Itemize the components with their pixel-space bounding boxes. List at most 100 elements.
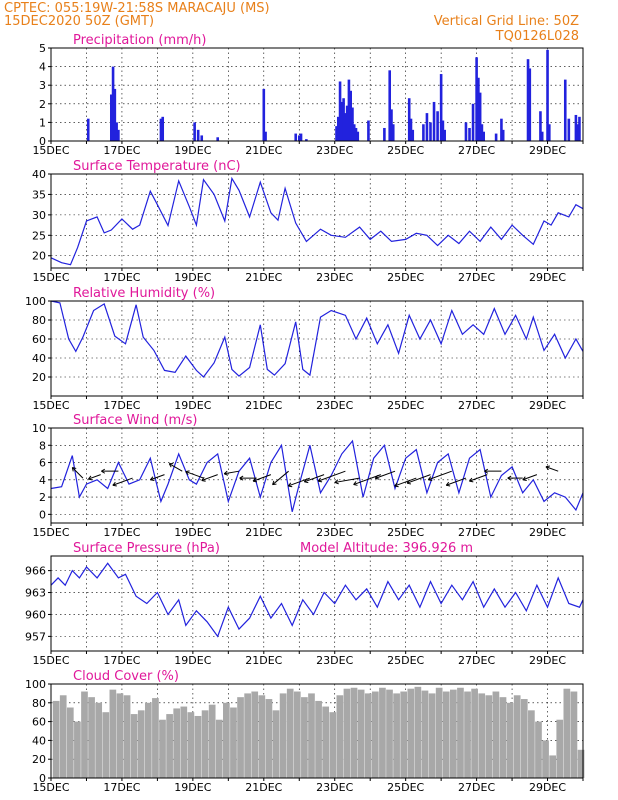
data-bar — [345, 105, 349, 141]
data-bar — [161, 116, 165, 141]
data-bar — [411, 129, 415, 141]
y-tick-label: 30 — [32, 209, 46, 222]
panel-rh: 20 40 60 80 100 15DEC 17DEC 19DEC 21DEC 23DEC 25DE… — [25, 286, 584, 412]
x-tick-label: 17DEC — [103, 271, 140, 284]
data-bar — [264, 131, 267, 141]
y-tick-label: 8 — [39, 439, 46, 452]
data-bar — [336, 116, 340, 141]
data-bar — [409, 118, 413, 141]
panel-frame — [50, 47, 584, 142]
wind-vector-arrow — [406, 474, 431, 485]
data-bar — [364, 693, 372, 778]
data-bar — [464, 122, 468, 141]
header-run-time: 15DEC2020 50Z (GMT) — [4, 14, 154, 29]
panel-precip: 0 1 2 3 4 5 15DEC 17DEC 19DEC 21DEC 23DEC 25DEC 27DE… — [32, 33, 584, 157]
data-bar — [342, 98, 345, 141]
data-bar — [457, 687, 464, 778]
wind-vector-arrow — [545, 465, 559, 472]
data-bar — [574, 114, 578, 141]
data-bar — [563, 79, 567, 141]
data-bar — [546, 49, 549, 141]
x-tick-label: 23DEC — [316, 271, 353, 284]
y-tick-label: 0 — [39, 508, 46, 521]
data-bar — [329, 712, 337, 778]
x-tick-label: 25DEC — [387, 271, 424, 284]
panel-wind: 0 2 4 6 8 10 15DEC 17DEC 19DEC 21DEC 23DEC 25DEC 27D… — [32, 413, 584, 539]
data-bar — [344, 113, 347, 141]
data-bar — [577, 749, 585, 778]
x-tick-label: 29DEC — [529, 144, 566, 157]
data-bar — [200, 135, 204, 141]
x-tick-label: 29DEC — [529, 399, 566, 412]
x-tick-label: 17DEC — [103, 654, 140, 667]
wind-vector-arrow — [484, 468, 502, 474]
x-tick-label: 23DEC — [316, 526, 353, 539]
data-bar — [349, 90, 352, 141]
panel-pres: 957 960 963 966 15DEC 17DEC 19DEC 21DEC 23DEC 25D… — [25, 541, 584, 667]
data-bar — [506, 702, 514, 778]
data-bar — [308, 693, 315, 778]
y-tick-label: 6 — [39, 457, 46, 470]
data-bar — [567, 118, 571, 141]
x-tick-label: 17DEC — [103, 526, 140, 539]
data-bar — [439, 74, 443, 141]
data-bar — [436, 111, 439, 141]
data-bar — [354, 127, 358, 141]
y-tick-label: 3 — [39, 79, 46, 92]
data-bar — [251, 691, 259, 778]
data-bar — [391, 124, 395, 141]
data-bar — [315, 700, 322, 778]
data-bar — [393, 693, 400, 778]
data-bar — [180, 706, 188, 778]
panel-frame — [50, 300, 584, 397]
data-bar — [223, 702, 230, 778]
y-tick-label: 966 — [25, 565, 46, 578]
y-tick-label: 4 — [39, 474, 46, 487]
data-bar — [111, 66, 115, 141]
data-bar — [272, 710, 280, 778]
panels-group: 0 1 2 3 4 5 15DEC 17DEC 19DEC 21DEC 23DEC 25DEC 27DE… — [25, 33, 585, 794]
x-tick-label: 15DEC — [32, 526, 69, 539]
data-bar — [542, 740, 549, 778]
data-bar — [443, 129, 446, 141]
y-tick-label: 2 — [39, 98, 46, 111]
data-bar — [540, 131, 544, 141]
x-tick-label: 21DEC — [245, 526, 282, 539]
data-line-wind — [50, 439, 584, 512]
x-tick-label: 25DEC — [387, 144, 424, 157]
y-tick-label: 40 — [32, 352, 46, 365]
data-bar — [123, 695, 131, 778]
wind-vector-arrow — [507, 475, 523, 481]
panel-extra-pres: Model Altitude: 396.926 m — [300, 541, 473, 556]
data-bar — [400, 691, 408, 778]
data-bar — [528, 710, 535, 778]
data-bar — [159, 118, 163, 141]
data-bar — [293, 691, 301, 778]
data-bar — [500, 118, 503, 141]
y-tick-label: 0 — [39, 772, 46, 785]
y-tick-label: 40 — [32, 168, 46, 181]
data-bar — [442, 691, 450, 778]
data-bar — [88, 697, 95, 778]
data-bar — [478, 693, 486, 778]
data-bar — [279, 693, 287, 778]
wind-vector-arrow — [252, 474, 272, 483]
data-bar — [549, 755, 556, 778]
data-bar — [117, 129, 120, 141]
data-bar — [471, 688, 478, 778]
x-tick-label: 17DEC — [103, 399, 140, 412]
x-tick-label: 27DEC — [458, 144, 495, 157]
x-tick-label: 15DEC — [32, 144, 69, 157]
data-bar — [130, 714, 138, 778]
panel-frame — [50, 555, 584, 652]
y-tick-label: 25 — [32, 229, 46, 242]
data-bar — [414, 686, 422, 778]
data-bar — [237, 697, 244, 778]
data-bar — [137, 710, 145, 778]
data-bar — [297, 135, 301, 141]
x-tick-label: 25DEC — [387, 526, 424, 539]
data-bar — [215, 719, 223, 778]
data-bar — [482, 131, 485, 141]
wind-vector-arrow — [334, 477, 360, 485]
data-bar — [357, 689, 365, 778]
